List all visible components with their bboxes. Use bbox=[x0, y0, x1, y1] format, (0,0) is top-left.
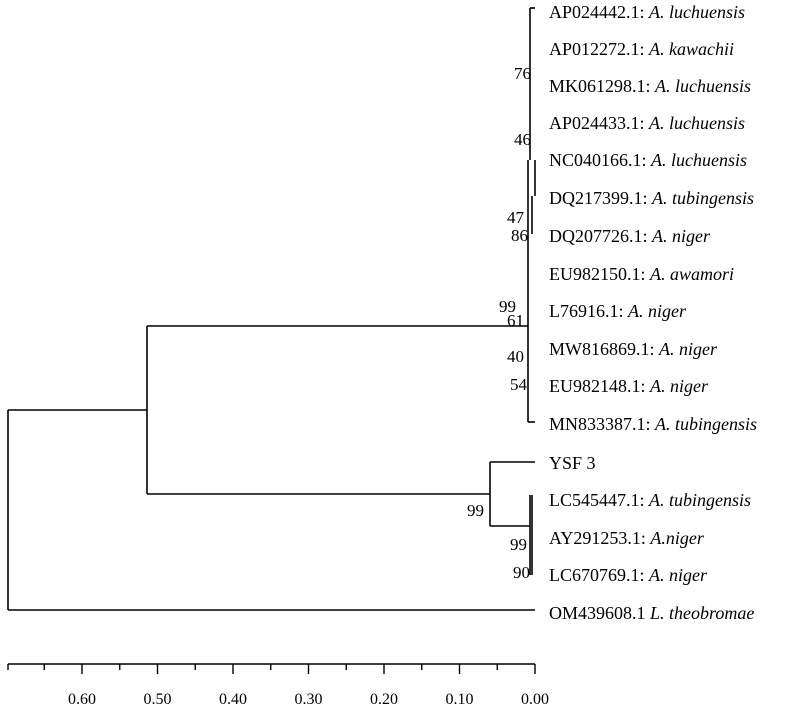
bootstrap-value: 99 bbox=[467, 501, 484, 520]
leaf-label: LC545447.1: A. tubingensis bbox=[549, 490, 751, 510]
bootstrap-value: 46 bbox=[514, 130, 531, 149]
leaf-species: A. niger bbox=[651, 226, 711, 246]
leaf-accession: AP024433.1: bbox=[549, 113, 649, 133]
leaf-accession: MN833387.1: bbox=[549, 414, 655, 434]
bootstrap-value: 86 bbox=[511, 226, 528, 245]
leaf-species: A. awamori bbox=[649, 264, 734, 284]
leaf-label: DQ207726.1: A. niger bbox=[549, 226, 711, 246]
leaf-label: MW816869.1: A. niger bbox=[549, 339, 718, 359]
leaf-species: L. theobromae bbox=[649, 603, 754, 623]
leaf-species: A. tubingensis bbox=[654, 414, 757, 434]
leaf-accession: MK061298.1: bbox=[549, 76, 655, 96]
leaf-species: A. luchuensis bbox=[648, 2, 745, 22]
bootstrap-value: 47 bbox=[507, 208, 525, 227]
leaf-accession: YSF 3 bbox=[549, 453, 596, 473]
leaf-species: A. niger bbox=[627, 301, 687, 321]
leaf-accession: LC670769.1: bbox=[549, 565, 649, 585]
leaf-accession: MW816869.1: bbox=[549, 339, 659, 359]
bootstrap-value: 99 bbox=[499, 297, 516, 316]
leaf-accession: DQ217399.1: bbox=[549, 188, 652, 208]
scale-tick-label: 0.10 bbox=[446, 691, 474, 708]
scale-tick-label: 0.20 bbox=[370, 691, 398, 708]
leaf-label: DQ217399.1: A. tubingensis bbox=[549, 188, 754, 208]
leaf-label: AY291253.1: A.niger bbox=[549, 528, 705, 548]
scale-tick-label: 0.50 bbox=[144, 691, 172, 708]
leaf-species: A. niger bbox=[658, 339, 718, 359]
leaf-accession: NC040166.1: bbox=[549, 150, 651, 170]
leaf-accession: AY291253.1: bbox=[549, 528, 650, 548]
bootstrap-value: 76 bbox=[514, 64, 531, 83]
leaf-species: A. niger bbox=[649, 376, 709, 396]
scale-tick-label: 0.40 bbox=[219, 691, 247, 708]
leaf-species: A. tubingensis bbox=[648, 490, 751, 510]
leaf-species: A. niger bbox=[648, 565, 708, 585]
leaf-species: A. luchuensis bbox=[654, 76, 751, 96]
leaf-label: AP024433.1: A. luchuensis bbox=[549, 113, 745, 133]
leaf-accession: AP024442.1: bbox=[549, 2, 649, 22]
leaf-species: A. luchuensis bbox=[650, 150, 747, 170]
bootstrap-value: 40 bbox=[507, 347, 524, 366]
leaf-label: MK061298.1: A. luchuensis bbox=[549, 76, 751, 96]
leaf-species: A. tubingensis bbox=[651, 188, 754, 208]
leaf-accession: LC545447.1: bbox=[549, 490, 649, 510]
leaf-species: A.niger bbox=[649, 528, 704, 548]
leaf-label: YSF 3 bbox=[549, 453, 596, 473]
scale-tick-label: 0.30 bbox=[295, 691, 323, 708]
bootstrap-value: 90 bbox=[513, 563, 530, 582]
scale-axis: 0.60 0.50 0.40 0.30 0.20 0.10 0.00 bbox=[7, 664, 549, 708]
leaf-label: MN833387.1: A. tubingensis bbox=[549, 414, 757, 434]
leaf-species: A. kawachii bbox=[648, 39, 734, 59]
leaf-label: L76916.1: A. niger bbox=[549, 301, 687, 321]
leaf-label: AP012272.1: A. kawachii bbox=[549, 39, 734, 59]
leaf-label: LC670769.1: A. niger bbox=[549, 565, 708, 585]
leaf-accession: EU982148.1: bbox=[549, 376, 650, 396]
leaf-accession: L76916.1: bbox=[549, 301, 628, 321]
leaf-accession: AP012272.1: bbox=[549, 39, 649, 59]
tree-branches bbox=[7, 7, 536, 665]
scale-tick-label: 0.00 bbox=[521, 691, 549, 708]
leaf-accession: DQ207726.1: bbox=[549, 226, 652, 246]
bootstrap-value: 61 bbox=[507, 311, 524, 330]
leaf-label: AP024442.1: A. luchuensis bbox=[549, 2, 745, 22]
bootstrap-value: 54 bbox=[510, 375, 528, 394]
scale-tick-label: 0.60 bbox=[68, 691, 96, 708]
leaf-species: A. luchuensis bbox=[648, 113, 745, 133]
leaf-accession: OM439608.1 bbox=[549, 603, 650, 623]
leaf-accession: EU982150.1: bbox=[549, 264, 650, 284]
leaf-label: EU982150.1: A. awamori bbox=[549, 264, 734, 284]
leaf-label: OM439608.1 L. theobromae bbox=[549, 603, 754, 623]
leaf-label: NC040166.1: A. luchuensis bbox=[549, 150, 747, 170]
leaf-label: EU982148.1: A. niger bbox=[549, 376, 709, 396]
bootstrap-value: 99 bbox=[510, 535, 527, 554]
